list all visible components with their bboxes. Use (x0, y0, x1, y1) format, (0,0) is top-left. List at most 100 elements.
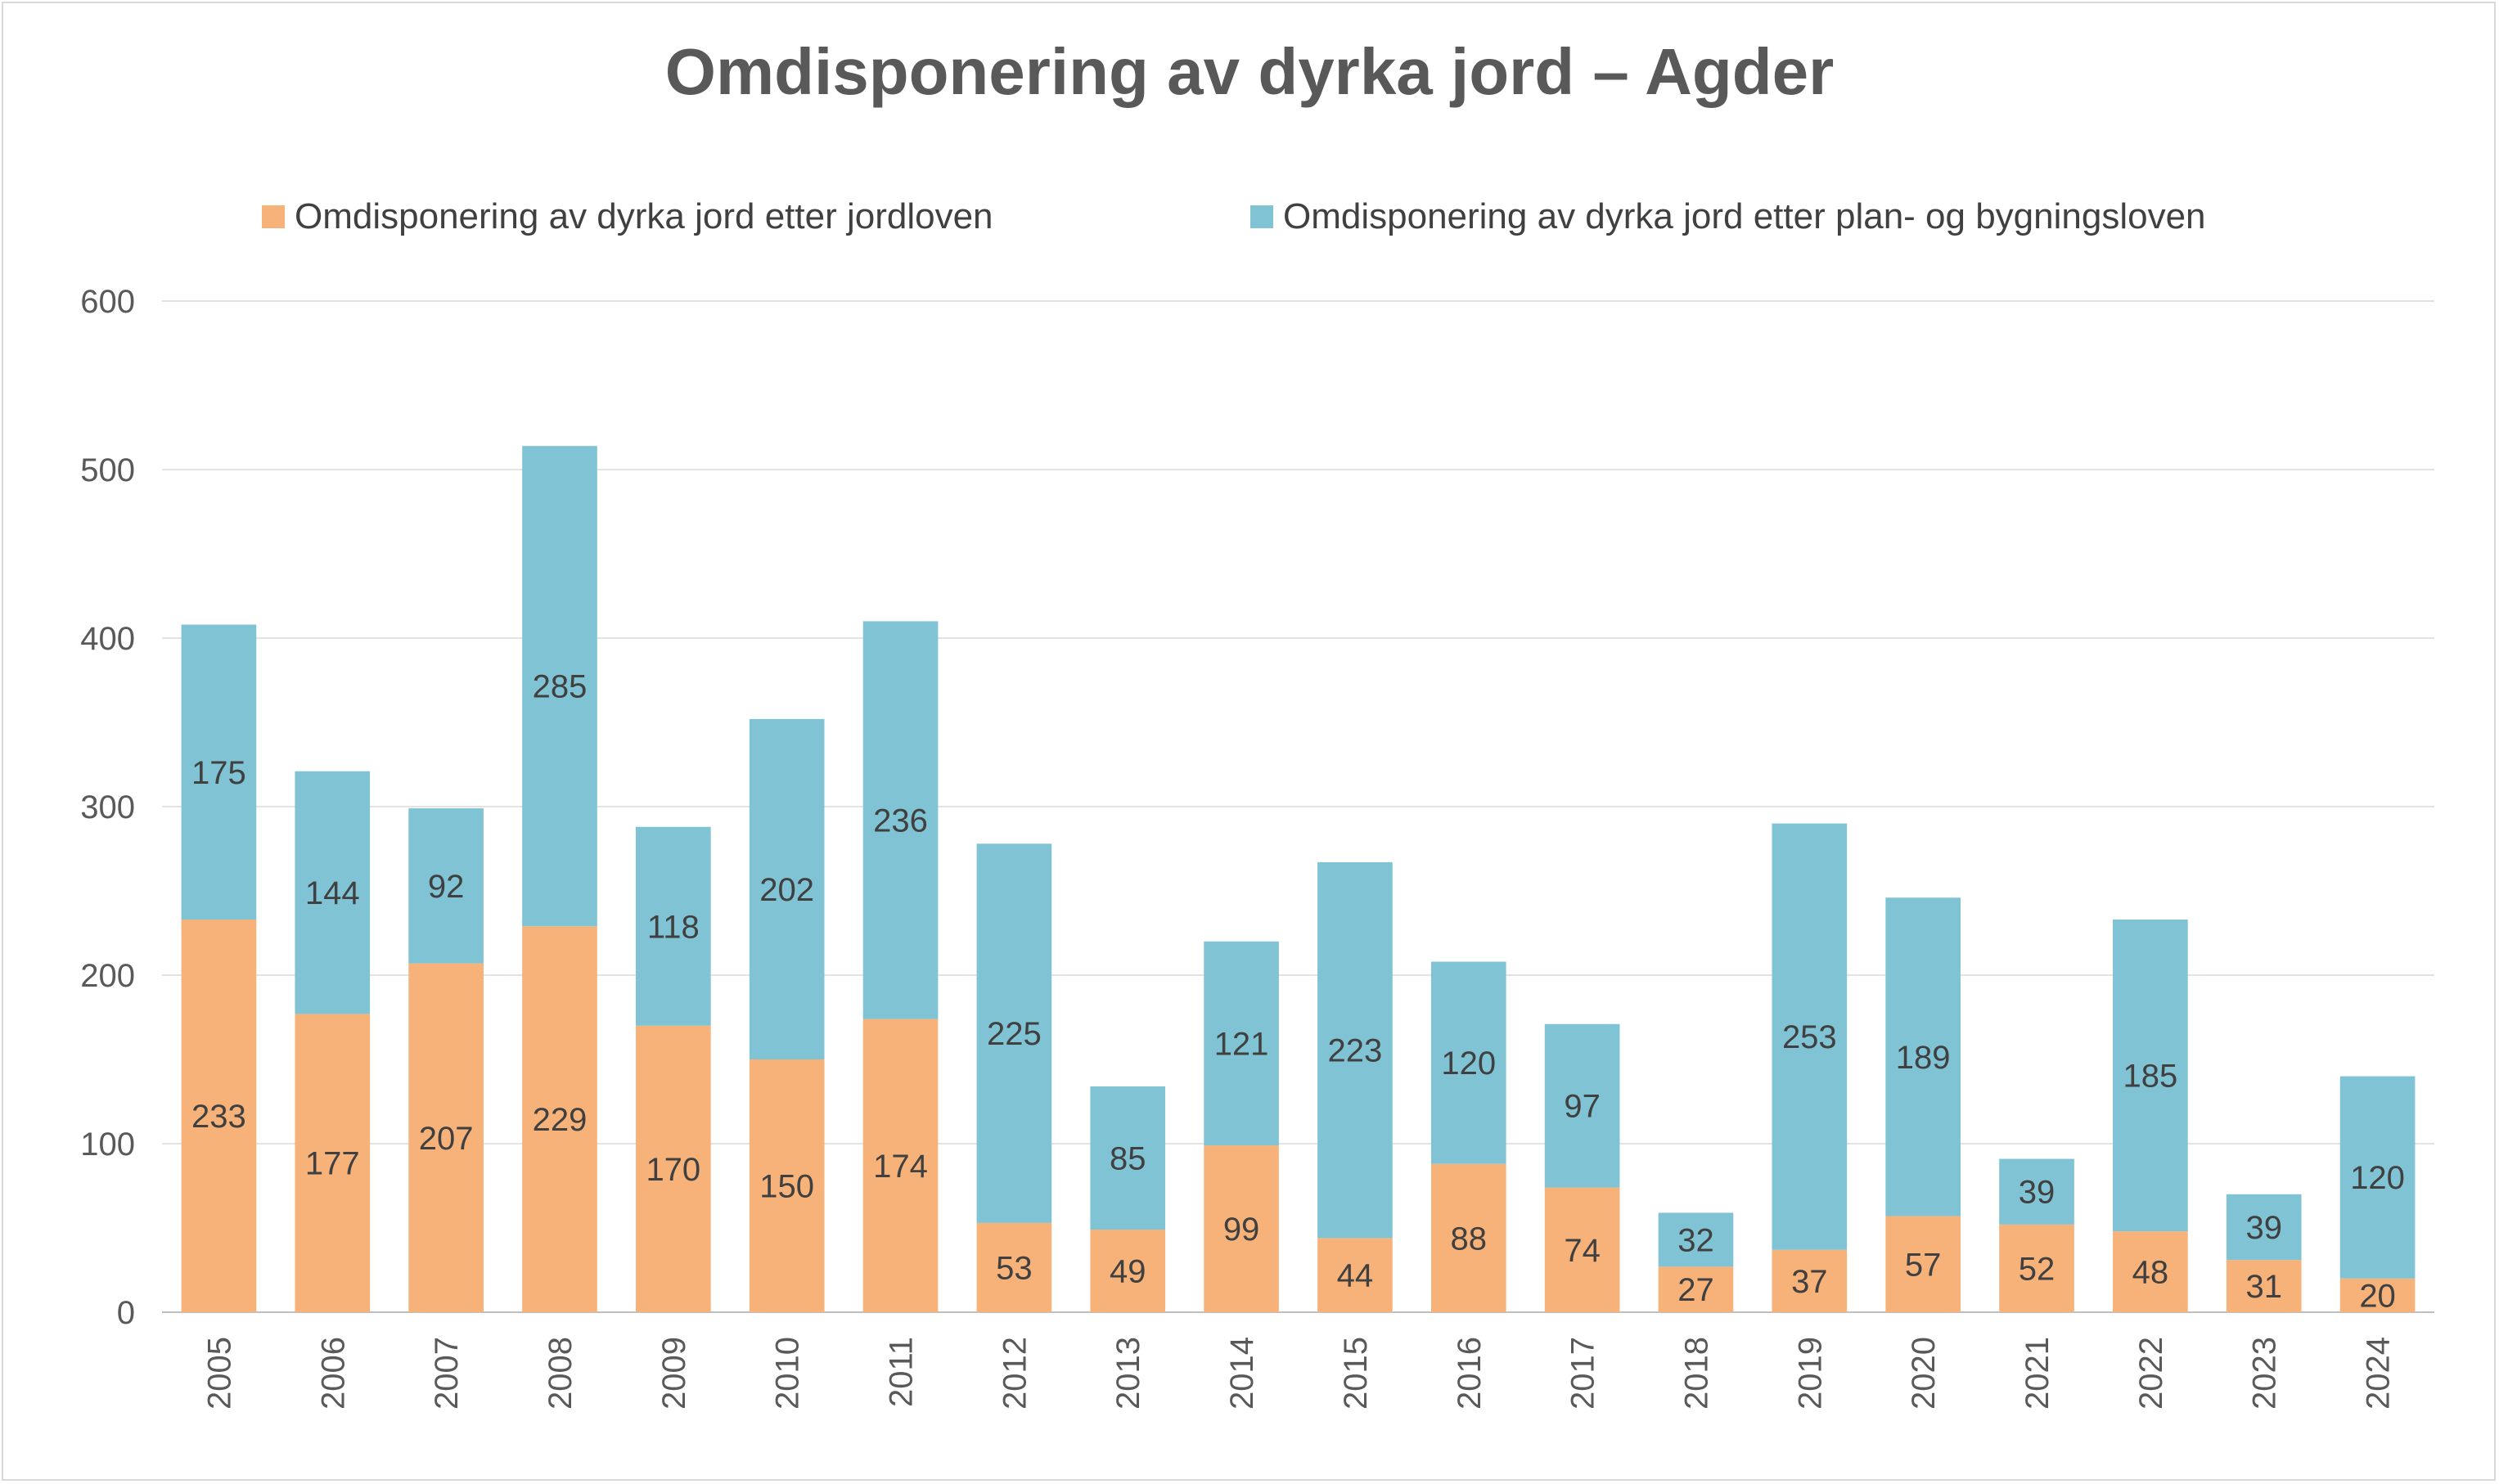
data-label: 202 (759, 872, 814, 908)
data-label: 52 (2019, 1251, 2055, 1287)
bar-plan-og-bygningsloven-2010 (749, 718, 825, 1059)
data-label: 189 (1896, 1040, 1951, 1076)
data-label: 32 (1677, 1222, 1714, 1258)
y-tick-label: 400 (80, 621, 135, 657)
x-tick-label: 2008 (543, 1337, 579, 1410)
x-tick-label: 2019 (1792, 1337, 1828, 1410)
data-label: 225 (987, 1016, 1042, 1052)
bar-plan-og-bygningsloven-2006 (295, 771, 371, 1014)
bar-jordloven-2012 (976, 1222, 1052, 1312)
legend-label-jordloven: Omdisponering av dyrka jord etter jordlo… (295, 196, 993, 236)
data-label: 20 (2359, 1278, 2396, 1314)
data-label: 177 (305, 1146, 360, 1182)
x-tick-label: 2005 (201, 1337, 237, 1410)
data-label: 253 (1782, 1019, 1837, 1055)
x-tick-label: 2009 (656, 1337, 692, 1410)
x-tick-label: 2017 (1565, 1337, 1601, 1410)
bar-jordloven-2015 (1317, 1238, 1393, 1312)
bar-plan-og-bygningsloven-2024 (2339, 1076, 2416, 1279)
bar-jordloven-2011 (862, 1019, 939, 1312)
data-label: 233 (191, 1099, 246, 1135)
bar-plan-og-bygningsloven-2008 (522, 446, 597, 927)
data-label: 31 (2245, 1269, 2282, 1305)
data-label: 120 (1441, 1046, 1496, 1082)
data-label: 37 (1791, 1264, 1828, 1300)
data-label: 175 (191, 755, 246, 791)
data-label: 74 (1564, 1233, 1601, 1269)
legend-item-jordloven: Omdisponering av dyrka jord etter jordlo… (262, 196, 993, 237)
data-label: 49 (1110, 1254, 1146, 1290)
data-label: 48 (2132, 1255, 2169, 1291)
x-tick-label: 2011 (884, 1337, 920, 1407)
data-label: 99 (1223, 1212, 1260, 1248)
x-tick-label: 2018 (1678, 1337, 1714, 1410)
x-tick-label: 2006 (315, 1337, 351, 1410)
bar-plan-og-bygningsloven-2017 (1544, 1023, 1620, 1188)
bar-plan-og-bygningsloven-2014 (1204, 941, 1279, 1146)
bar-plan-og-bygningsloven-2015 (1317, 861, 1393, 1239)
gridlines (162, 300, 2434, 1313)
data-label: 170 (646, 1152, 700, 1188)
bar-jordloven-2018 (1658, 1266, 1734, 1312)
data-label: 118 (647, 909, 700, 945)
x-tick-label: 2007 (429, 1337, 465, 1410)
x-axis-ticks: 2005 2006 2007 2008 2009 2010 2011 2012 2013 2014… (201, 1337, 2396, 1410)
data-label: 285 (533, 669, 588, 705)
data-label: 174 (873, 1149, 928, 1185)
bar-jordloven-2024 (2339, 1278, 2416, 1312)
bar-plan-og-bygningsloven-2021 (1999, 1158, 2074, 1225)
bar-jordloven-2007 (408, 963, 484, 1312)
data-label: 44 (1337, 1258, 1374, 1294)
bar-jordloven-2021 (1999, 1224, 2074, 1312)
bar-jordloven-2009 (636, 1025, 711, 1312)
x-tick-label: 2021 (2019, 1337, 2055, 1410)
data-label: 97 (1564, 1089, 1601, 1125)
bar-plan-og-bygningsloven-2011 (862, 621, 939, 1019)
legend-swatch-jordloven (262, 205, 285, 228)
bar-plan-og-bygningsloven-2005 (181, 624, 257, 920)
y-axis-ticks: 0 100 200 300 400 500 600 (80, 284, 135, 1331)
data-label: 92 (428, 869, 465, 905)
legend: Omdisponering av dyrka jord etter jordlo… (0, 196, 2499, 245)
x-tick-label: 2024 (2361, 1337, 2397, 1410)
bar-plan-og-bygningsloven-2018 (1658, 1212, 1734, 1267)
data-labels: 233 175 177 144 207 92 229 285 170 118 150 202 174 23… (191, 669, 2405, 1315)
legend-swatch-plan-og-bygningsloven (1250, 205, 1273, 228)
bar-jordloven-2016 (1430, 1163, 1506, 1312)
y-tick-label: 600 (80, 284, 135, 320)
bar-jordloven-2022 (2113, 1231, 2188, 1312)
bar-plan-og-bygningsloven-2016 (1430, 961, 1506, 1164)
data-label: 85 (1110, 1141, 1146, 1177)
bar-jordloven-2017 (1544, 1187, 1620, 1312)
y-tick-label: 0 (117, 1295, 135, 1331)
y-tick-label: 500 (80, 452, 135, 488)
chart-title: Omdisponering av dyrka jord – Agder (664, 35, 1835, 108)
bar-jordloven-2008 (522, 926, 597, 1312)
bar-plan-og-bygningsloven-2019 (1772, 823, 1848, 1250)
y-tick-label: 200 (80, 958, 135, 994)
bars (181, 446, 2416, 1312)
bar-jordloven-2020 (1885, 1216, 1961, 1312)
x-tick-label: 2023 (2247, 1337, 2283, 1410)
x-tick-label: 2022 (2133, 1337, 2169, 1410)
data-label: 57 (1905, 1247, 1942, 1283)
bar-jordloven-2023 (2226, 1260, 2302, 1312)
bar-plan-og-bygningsloven-2020 (1885, 897, 1961, 1216)
data-label: 53 (996, 1250, 1033, 1286)
bar-plan-og-bygningsloven-2022 (2113, 920, 2188, 1232)
data-label: 120 (2350, 1160, 2405, 1196)
bar-jordloven-2014 (1204, 1145, 1279, 1312)
data-label: 121 (1214, 1026, 1269, 1062)
bar-plan-og-bygningsloven-2007 (408, 808, 484, 964)
x-tick-label: 2014 (1224, 1337, 1260, 1410)
y-tick-label: 100 (80, 1126, 135, 1162)
x-tick-label: 2015 (1338, 1337, 1374, 1410)
x-tick-label: 2010 (770, 1337, 806, 1410)
data-label: 223 (1328, 1033, 1383, 1069)
data-label: 229 (533, 1102, 588, 1138)
bar-jordloven-2006 (295, 1014, 371, 1312)
data-label: 39 (2245, 1210, 2282, 1246)
data-label: 88 (1451, 1221, 1488, 1257)
data-label: 185 (2123, 1059, 2178, 1095)
